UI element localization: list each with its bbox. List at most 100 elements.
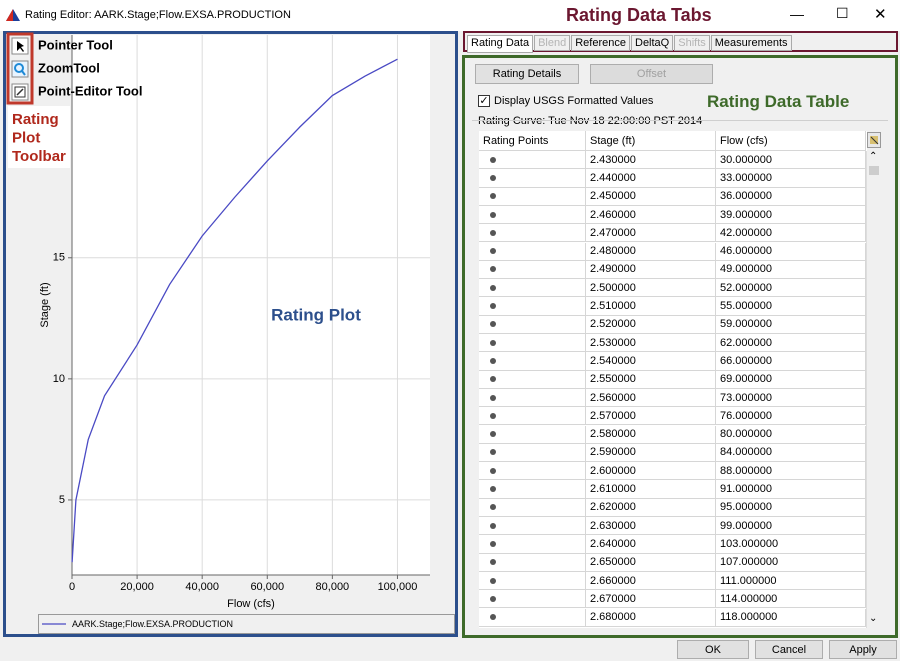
stage-cell[interactable]: 2.450000 [586,187,716,206]
stage-cell[interactable]: 2.550000 [586,370,716,389]
stage-cell[interactable]: 2.460000 [586,205,716,225]
annotation: Rating Data Table [707,92,850,111]
rating-point-cell [479,315,586,334]
flow-cell[interactable]: 107.000000 [716,553,866,572]
point-dot [490,504,496,511]
stage-cell[interactable]: 2.660000 [586,571,716,591]
flow-cell[interactable]: 114.000000 [716,590,866,609]
column-header: Flow (cfs) [716,131,866,151]
scroll-up[interactable]: ⌃ [869,151,878,162]
tab[interactable]: Rating Data [467,35,534,53]
tab[interactable]: Measurements [710,35,792,51]
button[interactable]: Rating Details [475,64,579,84]
scrollbar[interactable]: ⌃ ⌄ [866,151,881,628]
minimize-button[interactable]: — [790,6,804,22]
flow-cell[interactable]: 55.000000 [716,297,866,316]
stage-cell[interactable]: 2.500000 [586,279,716,298]
point-dot [490,229,496,236]
flow-cell[interactable]: 59.000000 [716,315,866,334]
flow-cell[interactable]: 118.000000 [716,608,866,627]
point-dot [490,394,496,401]
flow-cell[interactable]: 76.000000 [716,407,866,426]
checkbox[interactable]: ✓ [478,95,490,107]
flow-cell[interactable]: 73.000000 [716,388,866,408]
flow-cell[interactable]: 84.000000 [716,443,866,463]
tab[interactable]: Reference [571,35,630,51]
rating-point-cell [479,388,586,408]
zoom-icon [14,63,24,73]
point-dot [490,156,496,163]
flow-cell[interactable]: 95.000000 [716,498,866,517]
stage-cell[interactable]: 2.520000 [586,315,716,334]
dialog-button[interactable]: Apply [829,640,897,659]
stage-cell[interactable]: 2.560000 [586,388,716,408]
stage-cell[interactable]: 2.440000 [586,169,716,188]
table-settings-icon[interactable] [867,132,881,148]
dialog-button[interactable]: OK [677,640,749,659]
flow-cell[interactable]: 111.000000 [716,571,866,591]
column-header: Rating Points [479,131,586,151]
table-annotation-box [462,55,898,638]
stage-cell[interactable]: 2.590000 [586,443,716,463]
stage-cell[interactable]: 2.610000 [586,480,716,499]
flow-cell[interactable]: 88.000000 [716,462,866,481]
flow-cell[interactable]: 99.000000 [716,517,866,536]
editor-icon [16,88,24,96]
flow-cell[interactable]: 62.000000 [716,334,866,353]
stage-cell[interactable]: 2.490000 [586,260,716,280]
scroll-thumb[interactable] [869,166,879,175]
dialog-button[interactable]: Cancel [755,640,823,659]
flow-cell[interactable]: 52.000000 [716,279,866,298]
stage-cell[interactable]: 2.580000 [586,425,716,444]
flow-cell[interactable]: 36.000000 [716,187,866,206]
point-dot [490,577,496,584]
flow-cell[interactable]: 103.000000 [716,535,866,554]
flow-cell[interactable]: 39.000000 [716,205,866,225]
stage-cell[interactable]: 2.470000 [586,224,716,243]
stage-cell[interactable]: 2.430000 [586,151,716,170]
legend [38,614,455,634]
tab[interactable]: Shifts [674,35,710,51]
point-dot [490,284,496,291]
stage-cell[interactable]: 2.650000 [586,553,716,572]
rating-point-cell [479,608,586,627]
flow-cell[interactable]: 66.000000 [716,352,866,371]
point-dot [490,412,496,419]
annotation: Rating Data Tabs [566,5,712,25]
flow-cell[interactable]: 49.000000 [716,260,866,280]
stage-cell[interactable]: 2.570000 [586,407,716,426]
title-bar: Rating Editor: AARK.Stage;Flow.EXSA.PROD… [0,0,900,31]
stage-cell[interactable]: 2.670000 [586,590,716,609]
tab-strip: Rating Data Blend Reference DeltaQ Shifts Mea… [467,35,793,53]
stage-cell[interactable]: 2.540000 [586,352,716,371]
stage-cell[interactable]: 2.530000 [586,334,716,353]
stage-cell[interactable]: 2.630000 [586,517,716,536]
y-axis-label: Stage (ft) [39,282,51,327]
y-tick-label: 15 [53,252,65,264]
flow-cell[interactable]: 46.000000 [716,242,866,261]
rating-point-cell [479,590,586,609]
flow-cell[interactable]: 33.000000 [716,169,866,188]
flow-cell[interactable]: 91.000000 [716,480,866,499]
maximize-button[interactable]: ☐ [836,5,849,21]
stage-cell[interactable]: 2.680000 [586,608,716,627]
flow-cell[interactable]: 42.000000 [716,224,866,243]
close-button[interactable]: ✕ [874,6,887,23]
rating-point-cell [479,535,586,554]
rating-point-cell [479,517,586,536]
tab[interactable]: Blend [534,35,571,51]
scroll-down[interactable]: ⌄ [869,613,878,624]
stage-cell[interactable]: 2.510000 [586,297,716,316]
pointer-icon [17,41,24,52]
stage-cell[interactable]: 2.480000 [586,242,716,261]
stage-cell[interactable]: 2.600000 [586,462,716,481]
annotation: Toolbar [12,148,66,165]
tab[interactable]: DeltaQ [631,35,674,51]
stage-cell[interactable]: 2.620000 [586,498,716,517]
flow-cell[interactable]: 69.000000 [716,370,866,389]
editor-icon [14,86,26,98]
flow-cell[interactable]: 80.000000 [716,425,866,444]
stage-cell[interactable]: 2.640000 [586,535,716,554]
window-title: Rating Editor: AARK.Stage;Flow.EXSA.PROD… [25,9,291,21]
flow-cell[interactable]: 30.000000 [716,151,866,170]
